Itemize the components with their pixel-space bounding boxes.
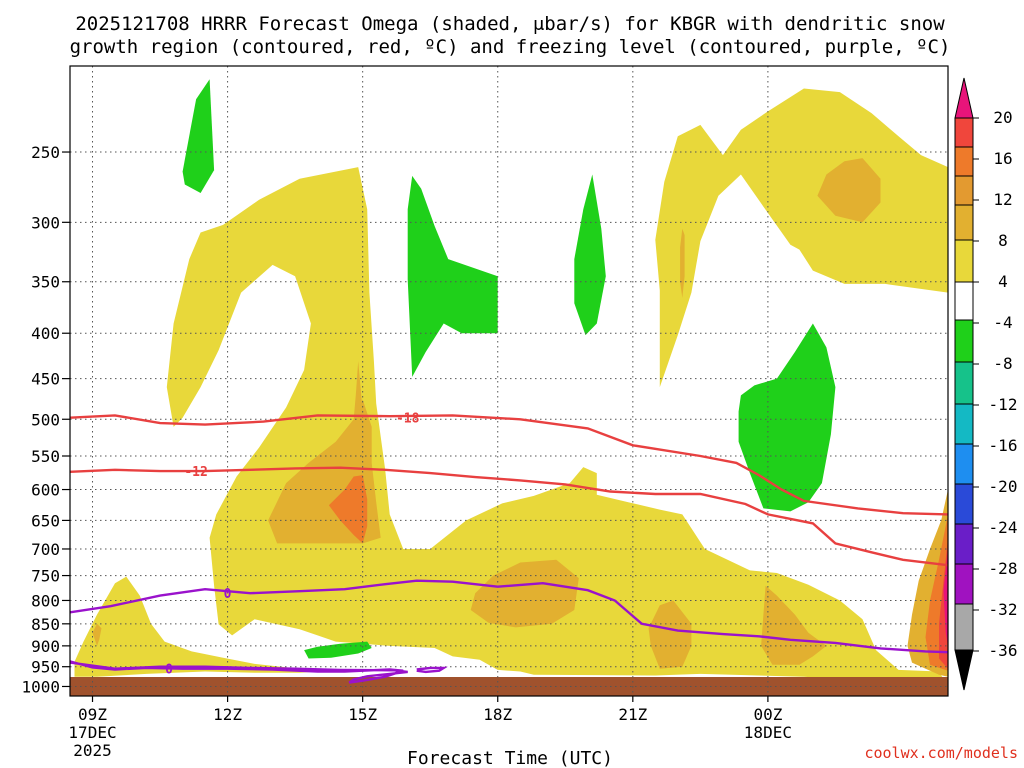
y-tick-label: 850: [31, 615, 60, 634]
colorbar-bin: [954, 361, 974, 405]
shaded-region-orange-small-1: [92, 623, 102, 646]
contour-label-red-lower-12: -12: [184, 465, 207, 480]
chart-title-line-2: growth region (contoured, red, ºC) and f…: [70, 36, 951, 58]
chart-title-line-1: 2025121708 HRRR Forecast Omega (shaded, …: [75, 13, 945, 35]
y-tick-label: 900: [31, 637, 60, 656]
y-tick-label: 300: [31, 213, 60, 232]
colorbar-bin: [954, 175, 974, 206]
contour-red-upper-18: [70, 414, 948, 516]
y-tick-label: 550: [31, 447, 60, 466]
colorbar-label: -36: [989, 641, 1018, 660]
colorbar-bin: [954, 281, 974, 321]
x-tick-label: 21Z: [618, 705, 647, 724]
x-tick-label: 00Z: [753, 705, 782, 724]
x-tick-date: 18DEC: [744, 723, 792, 742]
shaded-region-green-bottom-mid: [304, 641, 372, 659]
shaded-region-orange-2130z: [648, 600, 692, 669]
shaded-region-magenta-right: [943, 549, 948, 646]
colorbar-label: -28: [989, 559, 1018, 578]
colorbar-label: -24: [989, 518, 1018, 537]
shaded-region-orange-peak-top: [353, 361, 363, 449]
contour-purple-fz-small: [416, 666, 448, 674]
colorbar-label: 8: [998, 231, 1008, 250]
colorbar-label: 4: [998, 272, 1008, 291]
colorbar-label: -32: [989, 600, 1018, 619]
colorbar-label: 12: [993, 190, 1012, 209]
shaded-region-green-right: [738, 323, 836, 512]
colorbar-label: -20: [989, 477, 1018, 496]
shaded-region-yellow-big-left: [166, 167, 948, 687]
plot-area: -18 -12 0 0: [69, 65, 949, 697]
contour-label-purple-fz-lower: 0: [165, 663, 173, 678]
x-tick-label: 15Z: [348, 705, 377, 724]
colorbar-label: -12: [989, 395, 1018, 414]
plot-frame: [69, 65, 949, 697]
contour-red-lower-12: [70, 466, 948, 567]
credit-text: coolwx.com/models: [864, 744, 1018, 762]
colorbar-bin: [954, 603, 974, 651]
y-tick-label: 600: [31, 481, 60, 500]
y-tick-label: 1000: [21, 677, 60, 696]
y-tick-label: 750: [31, 567, 60, 586]
colorbar-bin: [954, 483, 974, 525]
x-tick-label: 09Z: [78, 705, 107, 724]
contour-purple-fz-upper: [70, 579, 948, 654]
shaded-region-green-upper-right-small: [574, 174, 606, 336]
colorbar-bin: [954, 563, 974, 605]
shaded-region-yellow-bottom-left: [74, 576, 332, 677]
shaded-region-orange-upper-right: [817, 158, 881, 223]
y-tick-label: 800: [31, 591, 60, 610]
shaded-region-orange-2330z: [761, 585, 827, 665]
shaded-region-green-upper-mid: [407, 175, 498, 377]
shaded-region-yellow-upper-right: [655, 88, 948, 388]
x-axis-label: Forecast Time (UTC): [407, 748, 613, 768]
shaded-region-orange-center: [328, 475, 368, 544]
x-tick-label: 12Z: [213, 705, 242, 724]
y-tick-label: 950: [31, 658, 60, 677]
y-tick-label: 700: [31, 540, 60, 559]
colorbar-top-triangle: [954, 77, 974, 119]
colorbar-bin: [954, 117, 974, 148]
y-tick-label: 350: [31, 273, 60, 292]
contour-label-purple-fz-upper: 0: [224, 587, 232, 602]
y-tick-label: 450: [31, 370, 60, 389]
colorbar-bin: [954, 204, 974, 241]
y-tick-label: 250: [31, 143, 60, 162]
x-tick-label: 18Z: [483, 705, 512, 724]
contour-purple-fz-lower: [70, 660, 408, 684]
y-tick-label: 500: [31, 410, 60, 429]
x-tick-year: 2025: [73, 741, 112, 760]
ground-layer: [70, 677, 948, 696]
colorbar-bin: [954, 146, 974, 177]
y-tick-label: 400: [31, 324, 60, 343]
colorbar-label: -8: [993, 354, 1012, 373]
shaded-region-green-top-left: [182, 79, 215, 193]
colorbar-label: 20: [993, 108, 1012, 127]
contour-label-red-upper-18: -18: [396, 412, 420, 427]
colorbar-bin: [954, 443, 974, 485]
colorbar-bin: [954, 403, 974, 445]
colorbar-label: -4: [993, 313, 1012, 332]
colorbar-label: 16: [993, 149, 1012, 168]
colorbar-bin: [954, 319, 974, 363]
colorbar-bin: [954, 239, 974, 283]
x-tick-date: 17DEC: [68, 723, 116, 742]
colorbar-bottom-triangle: [954, 649, 974, 691]
shaded-region-orange-small-2: [680, 228, 685, 298]
colorbar-bin: [954, 523, 974, 565]
colorbar-label: -16: [989, 436, 1018, 455]
y-tick-label: 650: [31, 511, 60, 530]
